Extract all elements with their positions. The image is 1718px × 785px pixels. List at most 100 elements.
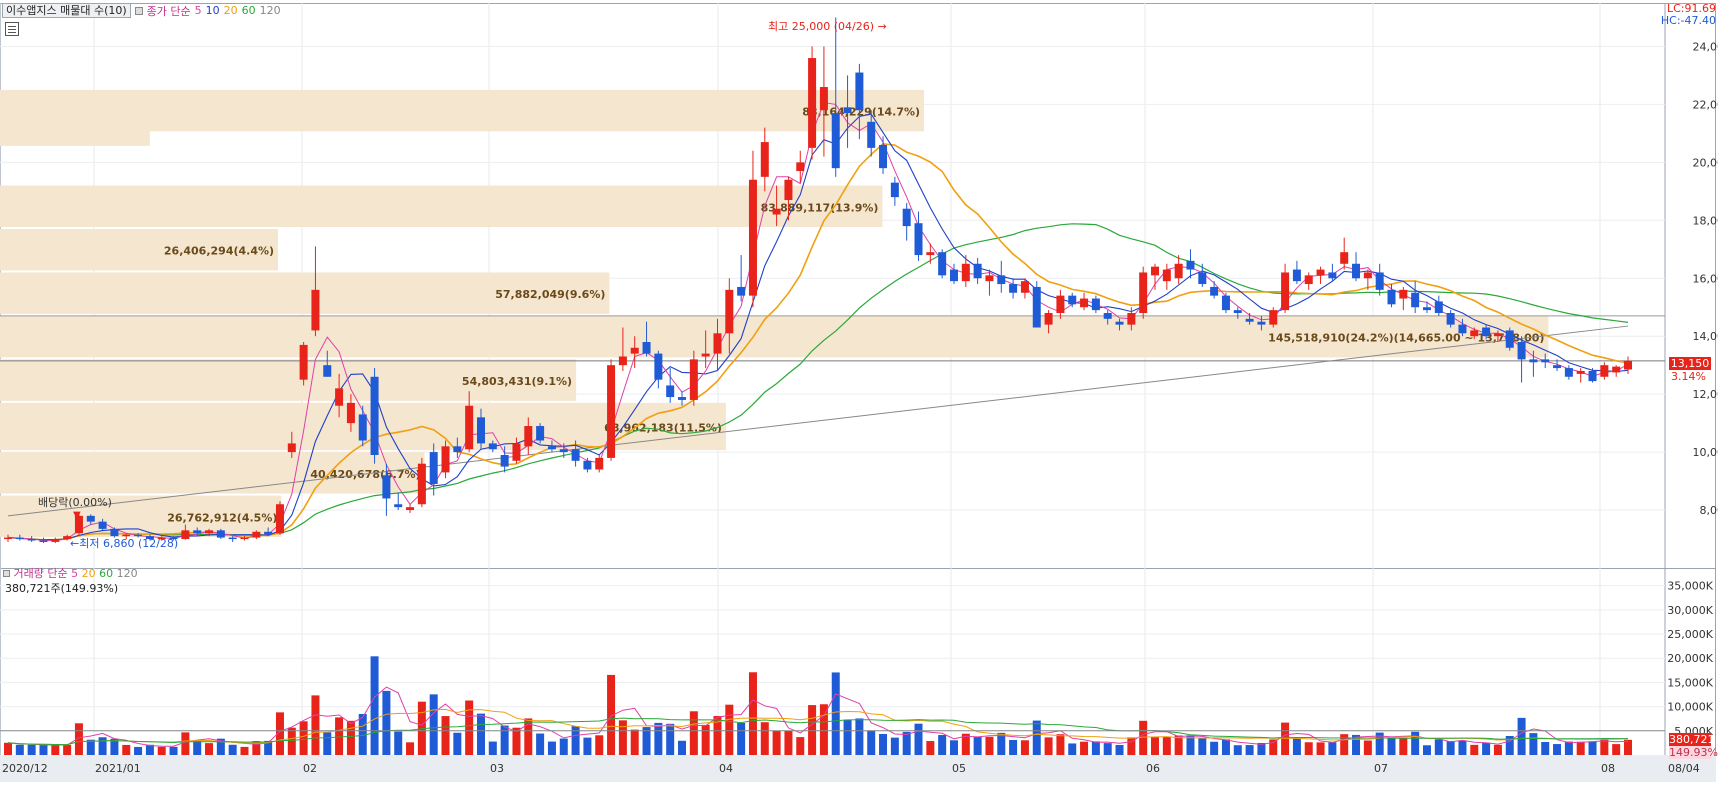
candle: [371, 368, 379, 464]
candle-body: [643, 342, 651, 354]
volume-bar: [1529, 733, 1537, 755]
candle-body: [1080, 299, 1088, 308]
candle-body: [560, 449, 568, 452]
candle-body: [1506, 330, 1514, 347]
candle: [607, 359, 615, 460]
candle-body: [1541, 359, 1549, 362]
legend-ma10: 10: [206, 4, 220, 17]
price-tick-label: 16,000: [1693, 272, 1718, 285]
x-axis-label: 08/04: [1668, 762, 1700, 775]
candle-body: [394, 504, 402, 507]
legend-marker-icon: [135, 7, 143, 15]
volume-profile-label: 54,803,431(9.1%): [462, 375, 572, 388]
price-tick-label: 12,000: [1693, 388, 1718, 401]
candle-body: [1222, 296, 1230, 310]
candle-body: [1269, 310, 1277, 324]
volume-bar: [1198, 738, 1206, 755]
candle-body: [430, 452, 438, 484]
candle-body: [1317, 270, 1325, 276]
legend-ma120: 120: [260, 4, 281, 17]
candle: [311, 246, 319, 336]
volume-bar: [926, 741, 934, 755]
volume-tick-label: 15,000K: [1667, 676, 1713, 689]
candle-body: [87, 516, 95, 522]
candle-body: [134, 535, 142, 537]
candle-body: [784, 180, 792, 200]
candle-body: [915, 223, 923, 255]
volume-bar: [1482, 743, 1490, 755]
candle-body: [276, 504, 284, 533]
candle: [583, 458, 591, 472]
volume-bar: [63, 745, 71, 755]
candle-body: [359, 414, 367, 440]
volume-bar: [619, 720, 627, 755]
candle: [938, 249, 946, 278]
candle-body: [867, 122, 875, 148]
volume-bar: [1056, 734, 1064, 755]
candle-body: [323, 365, 331, 377]
volume-bar: [560, 739, 568, 755]
volume-bar: [430, 694, 438, 755]
candle-body: [962, 264, 970, 281]
candle-body: [1589, 371, 1597, 381]
candle-body: [1175, 264, 1183, 278]
candle-body: [808, 58, 816, 148]
volume-bar: [1435, 739, 1443, 755]
volume-pct-tag: 149.93%: [1669, 746, 1711, 759]
volume-bar: [690, 711, 698, 755]
volume-bar: [193, 741, 201, 755]
volume-tick-label: 10,000K: [1667, 701, 1713, 714]
volume-bar: [311, 695, 319, 755]
candle-body: [453, 446, 461, 452]
candle-body: [264, 532, 272, 535]
candle-body: [1565, 368, 1573, 377]
volume-bar: [1423, 745, 1431, 755]
volume-bar: [1565, 742, 1573, 755]
volume-bar: [489, 742, 497, 755]
volume-bar: [477, 714, 485, 755]
arrow-down-icon: ▼: [73, 509, 81, 522]
volume-bar: [1447, 741, 1455, 755]
candle-body: [1151, 267, 1159, 276]
volume-bar: [678, 741, 686, 755]
candle-body: [1056, 296, 1064, 313]
legend-ma-label: 종가 단순: [147, 3, 191, 19]
candle-body: [855, 73, 863, 111]
candle: [501, 446, 509, 472]
candle-body: [1340, 252, 1348, 264]
volume-bar: [16, 745, 24, 755]
high-annotation-text: 최고 25,000 (04/26): [768, 20, 874, 33]
candle-body: [205, 530, 213, 533]
candle-body: [16, 538, 24, 540]
candle-body: [938, 252, 946, 275]
chart-legend: 이수앱지스 매물대 수(10) 종가 단순 5 10 20 60 120: [2, 3, 281, 18]
candle: [820, 46, 828, 156]
volume-bar: [453, 733, 461, 755]
volume-bar: [323, 732, 331, 755]
candle-body: [607, 365, 615, 458]
volume-bar: [1080, 742, 1088, 755]
price-tick-label: 22,000: [1693, 98, 1718, 111]
volume-bar: [406, 742, 414, 755]
volume-profile-label: 26,406,294(4.4%): [164, 245, 274, 258]
volume-bar: [832, 672, 840, 755]
volume-bar: [158, 747, 166, 755]
candle-body: [1068, 296, 1076, 305]
candle-body: [1529, 359, 1537, 362]
volume-bar: [4, 743, 12, 755]
volume-bar: [773, 731, 781, 755]
candle-body: [1127, 313, 1135, 325]
grid-settings-icon[interactable]: [5, 22, 19, 36]
candle-body: [229, 538, 237, 540]
volume-bar: [1210, 742, 1218, 755]
stock-title[interactable]: 이수앱지스 매물대 수(10): [2, 3, 131, 18]
candle-body: [252, 532, 260, 538]
candle: [394, 493, 402, 510]
volume-bar: [903, 732, 911, 755]
volume-bar: [1246, 745, 1254, 755]
candle: [1056, 290, 1064, 319]
candle: [1151, 264, 1159, 290]
candle-body: [844, 107, 852, 113]
candle-body: [1234, 310, 1242, 313]
